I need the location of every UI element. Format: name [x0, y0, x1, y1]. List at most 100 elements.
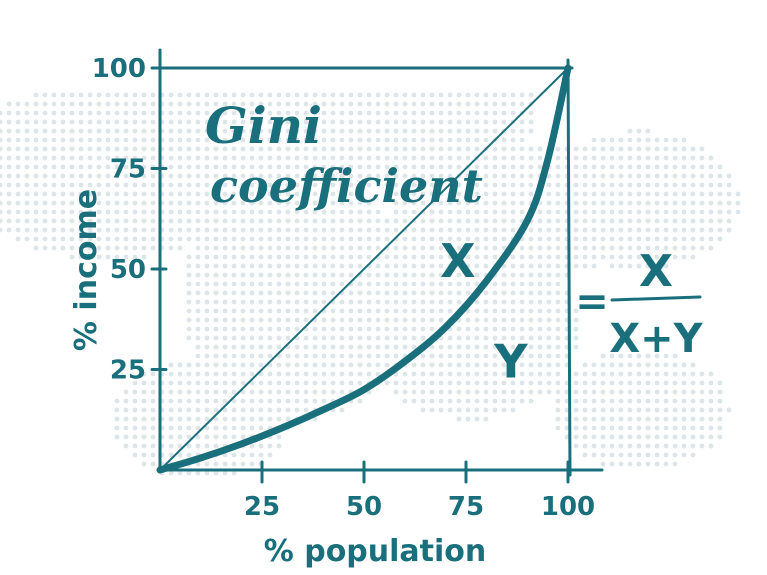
- map-dot: [312, 389, 318, 395]
- map-dot: [168, 362, 174, 368]
- map-dot: [249, 218, 255, 224]
- map-dot: [366, 245, 372, 251]
- map-dot: [447, 245, 453, 251]
- map-dot: [303, 155, 309, 161]
- map-dot: [294, 326, 300, 332]
- map-dot: [546, 317, 552, 323]
- map-dot: [303, 92, 309, 98]
- map-dot: [582, 389, 588, 395]
- map-dot: [474, 101, 480, 107]
- map-dot: [402, 146, 408, 152]
- map-dot: [213, 434, 219, 440]
- map-dot: [456, 281, 462, 287]
- map-dot: [69, 254, 75, 260]
- map-dot: [168, 371, 174, 377]
- map-dot: [339, 308, 345, 314]
- map-dot: [330, 326, 336, 332]
- map-dot: [60, 164, 66, 170]
- map-dot: [312, 227, 318, 233]
- map-dot: [168, 443, 174, 449]
- map-dot: [537, 209, 543, 215]
- map-dot: [339, 227, 345, 233]
- map-dot: [699, 245, 705, 251]
- map-dot: [105, 227, 111, 233]
- map-dot: [456, 101, 462, 107]
- map-dot: [249, 110, 255, 116]
- map-dot: [6, 227, 12, 233]
- map-dot: [420, 254, 426, 260]
- map-dot: [114, 398, 120, 404]
- map-dot: [717, 434, 723, 440]
- map-dot: [204, 317, 210, 323]
- map-dot: [222, 425, 228, 431]
- map-dot: [222, 380, 228, 386]
- map-dot: [87, 218, 93, 224]
- map-dot: [663, 146, 669, 152]
- map-dot: [330, 182, 336, 188]
- map-dot: [330, 128, 336, 134]
- map-dot: [141, 380, 147, 386]
- map-dot: [330, 164, 336, 170]
- map-dot: [546, 209, 552, 215]
- map-dot: [222, 335, 228, 341]
- map-dot: [132, 389, 138, 395]
- map-dot: [285, 128, 291, 134]
- map-dot: [474, 236, 480, 242]
- map-dot: [465, 254, 471, 260]
- map-dot: [582, 434, 588, 440]
- map-dot: [672, 146, 678, 152]
- map-dot: [222, 92, 228, 98]
- map-dot: [303, 380, 309, 386]
- map-dot: [420, 101, 426, 107]
- map-dot: [483, 236, 489, 242]
- map-dot: [411, 272, 417, 278]
- map-dot: [231, 371, 237, 377]
- map-dot: [663, 137, 669, 143]
- map-dot: [492, 308, 498, 314]
- map-dot: [375, 128, 381, 134]
- map-dot: [294, 137, 300, 143]
- map-dot: [501, 281, 507, 287]
- map-dot: [600, 146, 606, 152]
- map-dot: [726, 218, 732, 224]
- map-dot: [60, 173, 66, 179]
- map-dot: [195, 326, 201, 332]
- map-dot: [258, 452, 264, 458]
- map-dot: [627, 371, 633, 377]
- map-dot: [717, 209, 723, 215]
- map-dot: [708, 407, 714, 413]
- map-dot: [555, 191, 561, 197]
- map-dot: [177, 182, 183, 188]
- map-dot: [87, 119, 93, 125]
- map-dot: [150, 425, 156, 431]
- map-dot: [258, 407, 264, 413]
- map-dot: [681, 425, 687, 431]
- map-dot: [249, 407, 255, 413]
- map-dot: [447, 335, 453, 341]
- map-dot: [510, 173, 516, 179]
- map-dot: [393, 209, 399, 215]
- map-dot: [672, 164, 678, 170]
- map-dot: [492, 299, 498, 305]
- map-dot: [69, 245, 75, 251]
- map-dot: [195, 389, 201, 395]
- map-dot: [285, 272, 291, 278]
- map-dot: [0, 146, 3, 152]
- map-dot: [177, 407, 183, 413]
- x-tick-label: 100: [541, 492, 595, 522]
- map-dot: [492, 101, 498, 107]
- map-dot: [573, 317, 579, 323]
- map-dot: [717, 173, 723, 179]
- map-dot: [186, 425, 192, 431]
- map-dot: [33, 128, 39, 134]
- map-dot: [357, 380, 363, 386]
- map-dot: [510, 263, 516, 269]
- map-dot: [330, 236, 336, 242]
- map-dot: [618, 380, 624, 386]
- map-dot: [357, 353, 363, 359]
- map-dot: [42, 119, 48, 125]
- map-dot: [357, 182, 363, 188]
- map-dot: [420, 218, 426, 224]
- map-dot: [636, 245, 642, 251]
- map-dot: [285, 146, 291, 152]
